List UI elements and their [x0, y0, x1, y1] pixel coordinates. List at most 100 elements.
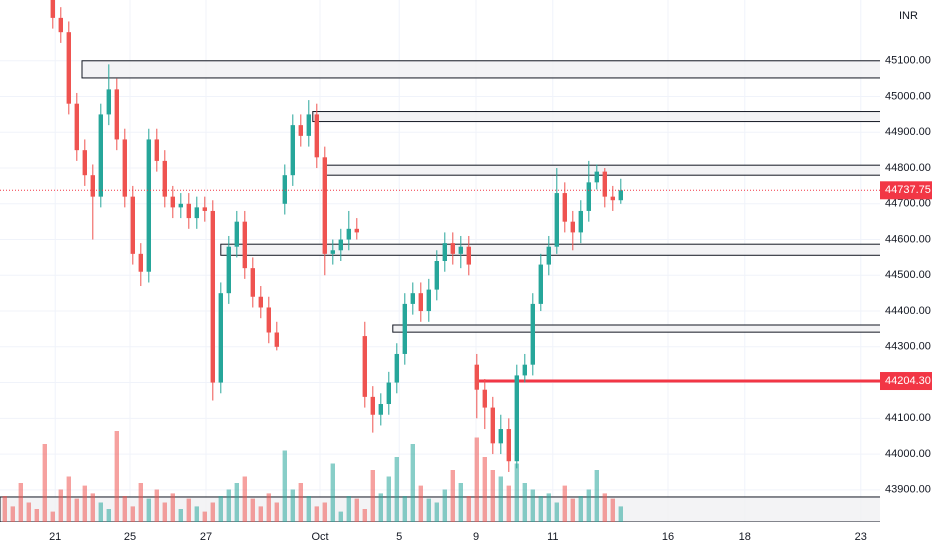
volume-bar — [130, 506, 135, 522]
volume-bar — [178, 509, 183, 522]
volume-bar — [426, 498, 431, 522]
candle-body — [250, 268, 255, 297]
candle-body — [370, 396, 375, 415]
level-tag — [880, 372, 932, 391]
candle-body — [538, 264, 543, 304]
candle-body — [386, 382, 391, 405]
volume-bar — [186, 498, 191, 522]
volume-bar — [234, 483, 239, 522]
volume-bar — [274, 502, 279, 522]
candle-body — [466, 246, 471, 265]
candle-body — [226, 246, 231, 294]
volume-bar — [162, 502, 167, 522]
volume-bar — [330, 463, 335, 522]
volume-bar — [354, 498, 359, 522]
candle-body — [290, 125, 295, 176]
candle-body — [82, 150, 87, 176]
x-tick-label: 16 — [662, 531, 674, 543]
candle-body — [522, 364, 527, 376]
last-price-tag — [880, 181, 932, 200]
candle-body — [546, 246, 551, 265]
volume-bar — [98, 502, 103, 522]
x-tick-label: 18 — [739, 531, 751, 543]
candle-body — [114, 89, 119, 140]
volume-bar — [466, 496, 471, 522]
volume-bar — [258, 506, 263, 522]
candle-body — [242, 221, 247, 269]
volume-bar — [418, 485, 423, 522]
candle-body — [570, 221, 575, 233]
x-tick-label: 9 — [473, 531, 479, 543]
candle-body — [618, 190, 623, 201]
candle-body — [442, 243, 447, 261]
candle-body — [426, 289, 431, 312]
x-tick-label: 11 — [547, 531, 558, 543]
volume-bar — [26, 502, 31, 522]
candle-body — [162, 160, 167, 197]
volume-bar — [34, 509, 39, 522]
volume-bar — [434, 502, 439, 522]
volume — [2, 431, 623, 522]
y-tick-label: 44300.00 — [885, 341, 931, 353]
candle-body — [130, 196, 135, 254]
volume-bar — [394, 457, 399, 522]
candle-body — [282, 175, 287, 204]
volume-bar — [602, 493, 607, 522]
x-tick-label: Oct — [311, 531, 328, 543]
candle-body — [490, 407, 495, 444]
y-tick-label: 44500.00 — [885, 269, 931, 281]
volume-bar — [362, 509, 367, 522]
candle-body — [594, 171, 599, 183]
zones — [0, 60, 880, 522]
candle-body — [210, 210, 215, 383]
y-tick-label: 45000.00 — [885, 90, 931, 102]
candle-body — [98, 114, 103, 197]
volume-bar — [554, 502, 559, 522]
volume-bar — [306, 496, 311, 522]
candle-body — [418, 293, 423, 312]
volume-bar — [242, 476, 247, 522]
volume-bar — [298, 483, 303, 522]
candle-body — [90, 175, 95, 197]
candle-body — [146, 139, 151, 272]
candle-body — [362, 336, 367, 397]
volume-bar — [514, 463, 519, 522]
volume-bar — [10, 506, 15, 522]
volume-bar — [290, 489, 295, 522]
candle-body — [602, 171, 607, 197]
candle-body — [554, 193, 559, 247]
candle-body — [122, 139, 127, 197]
candle-body — [394, 353, 399, 383]
volume-bar — [538, 496, 543, 522]
candle-body — [450, 243, 455, 254]
volume-bar — [114, 431, 119, 522]
volume-bar — [322, 502, 327, 522]
volume-bar — [498, 476, 503, 522]
volume-bar — [90, 493, 95, 522]
axes: 43900.0044000.0044100.0044200.0044300.00… — [0, 55, 932, 543]
candle-body — [194, 207, 199, 219]
candle-body — [314, 114, 319, 158]
x-tick-label: 25 — [124, 531, 136, 543]
candle-body — [410, 293, 415, 304]
volume-bar — [218, 496, 223, 522]
volume-bar — [194, 506, 199, 522]
candle-body — [322, 157, 327, 254]
volume-bar — [578, 496, 583, 522]
volume-bar — [82, 485, 87, 522]
candle-body — [458, 246, 463, 254]
candle-body — [106, 89, 111, 115]
y-tick-label: 44700.00 — [885, 198, 931, 210]
candle-body — [138, 253, 143, 272]
candle-body — [498, 429, 503, 444]
volume-bar — [74, 498, 79, 522]
volume-bar — [402, 496, 407, 522]
y-tick-label: 44800.00 — [885, 162, 931, 174]
candle-body — [354, 228, 359, 233]
candle-body — [50, 0, 55, 18]
candle-body — [434, 261, 439, 290]
candle-body — [58, 17, 63, 33]
volume-bar — [58, 489, 63, 522]
candle-body — [218, 293, 223, 383]
candle-body — [186, 203, 191, 219]
